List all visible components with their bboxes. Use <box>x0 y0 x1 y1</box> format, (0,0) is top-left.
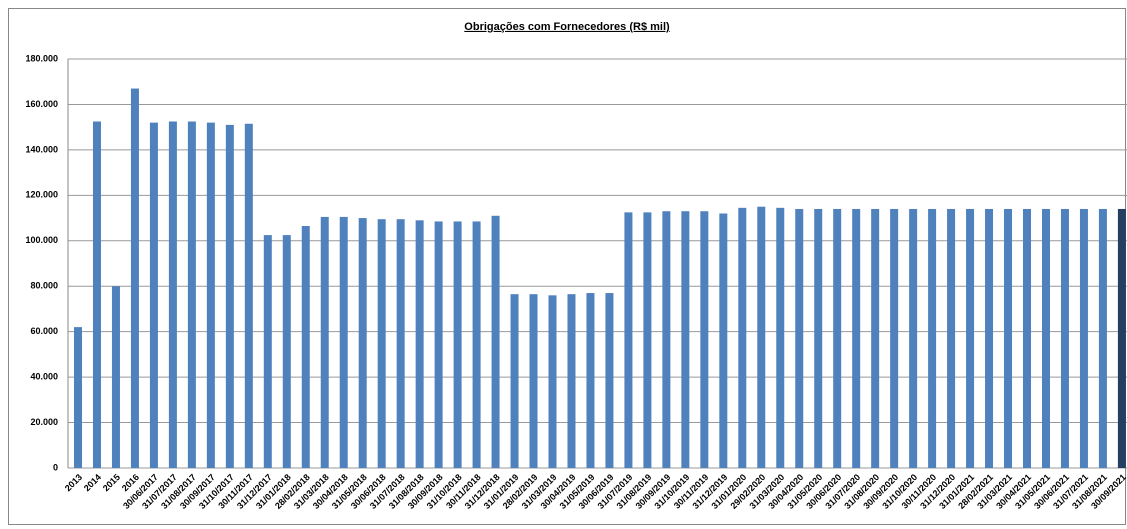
y-tick-label: 20.000 <box>30 417 58 427</box>
bar <box>1098 208 1107 468</box>
bar <box>491 215 500 468</box>
bar <box>301 226 310 468</box>
bar <box>472 221 481 468</box>
bar <box>358 218 367 468</box>
bar <box>187 121 196 468</box>
bar <box>510 294 519 468</box>
bar <box>225 124 234 469</box>
bar <box>1041 208 1050 468</box>
bar <box>92 121 101 468</box>
bar <box>434 221 443 468</box>
bar <box>396 219 405 468</box>
bar <box>1023 208 1031 468</box>
bar <box>814 208 823 468</box>
chart-title: Obrigações com Fornecedores (R$ mil) <box>464 21 670 33</box>
bar <box>149 122 158 468</box>
bar <box>263 235 272 468</box>
bar <box>985 208 994 468</box>
bar <box>1079 208 1088 468</box>
bar <box>719 213 728 468</box>
y-tick-label: 40.000 <box>30 371 58 381</box>
y-tick-label: 180.000 <box>25 53 58 63</box>
bar <box>833 208 842 468</box>
bar <box>890 208 899 468</box>
bar <box>624 212 633 468</box>
y-tick-label: 0 <box>53 462 58 472</box>
bar <box>168 121 177 468</box>
bar <box>282 235 291 468</box>
bar <box>567 294 576 468</box>
y-tick-label: 140.000 <box>25 144 58 154</box>
bar <box>852 208 861 468</box>
bar <box>757 206 766 468</box>
bar <box>206 122 215 468</box>
bar <box>453 221 462 468</box>
bar <box>909 208 918 468</box>
bar <box>1060 208 1069 468</box>
bar <box>415 220 424 468</box>
bar <box>377 219 386 468</box>
bar <box>111 286 120 468</box>
y-tick-label: 60.000 <box>30 326 58 336</box>
bar <box>738 207 747 468</box>
bar <box>947 208 956 468</box>
bar <box>681 211 690 468</box>
bar <box>586 293 595 468</box>
bar <box>74 327 82 468</box>
bar <box>795 208 804 468</box>
bar <box>1117 208 1126 468</box>
bar <box>700 211 709 468</box>
bar <box>776 207 785 468</box>
bar <box>928 208 937 468</box>
y-tick-label: 160.000 <box>25 99 58 109</box>
bar <box>529 294 538 468</box>
bar <box>548 295 557 468</box>
bar <box>966 208 975 468</box>
bar <box>130 88 139 469</box>
bar <box>662 211 671 468</box>
bar <box>244 123 253 468</box>
bar <box>605 293 614 468</box>
bar <box>339 216 348 468</box>
bar <box>320 216 329 468</box>
y-tick-label: 100.000 <box>25 235 58 245</box>
y-tick-label: 80.000 <box>30 281 58 291</box>
bar <box>1004 208 1013 468</box>
bar <box>871 208 880 468</box>
bar <box>643 212 652 468</box>
y-tick-label: 120.000 <box>25 190 58 200</box>
